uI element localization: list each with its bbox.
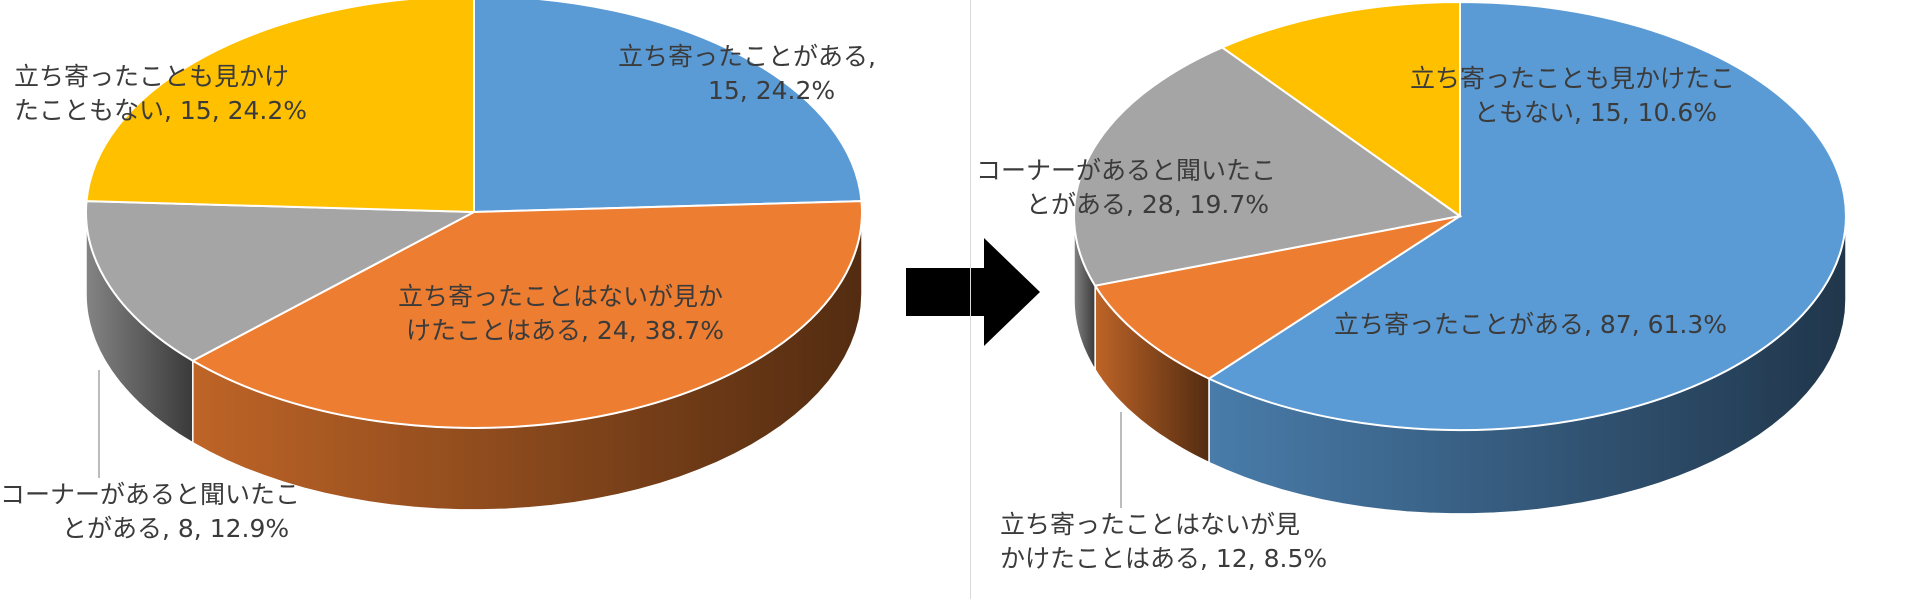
pie2-slice-top-1	[1093, 215, 1461, 380]
left-label-seen-line1: 立ち寄ったことはないが見か	[398, 282, 724, 311]
right-label-never-line2: ともない, 15, 10.6%	[1474, 98, 1718, 127]
left-label-seen-line2: けたことはある, 24, 38.7%	[406, 316, 725, 345]
right-label-heard-line2: とがある, 28, 19.7%	[1026, 190, 1270, 219]
left-label-never: 立ち寄ったことも見かけ たこともない, 15, 24.2%	[14, 60, 307, 128]
left-label-heard-line2: とがある, 8, 12.9%	[62, 514, 290, 543]
right-label-heard: コーナーがあると聞いたこ とがある, 28, 19.7%	[976, 154, 1276, 222]
pie1-slice-top-0	[473, 0, 863, 214]
right-label-seen-not-stopped: 立ち寄ったことはないが見 かけたことはある, 12, 8.5%	[1000, 508, 1327, 576]
left-label-stopped-by-line2: 15, 24.2%	[708, 76, 836, 105]
right-arrow-icon	[906, 238, 1040, 346]
left-label-stopped-by: 立ち寄ったことがある, 15, 24.2%	[618, 40, 876, 108]
right-label-seen-line1: 立ち寄ったことはないが見	[1000, 510, 1301, 539]
right-label-seen-line2: かけたことはある, 12, 8.5%	[1000, 544, 1328, 573]
pie2-slice-top-0	[1206, 0, 1847, 431]
pie1-slice-top-2	[85, 200, 478, 362]
panel-divider	[970, 0, 971, 599]
left-label-stopped-by-line1: 立ち寄ったことがある,	[618, 42, 876, 71]
left-label-seen-not-stopped: 立ち寄ったことはないが見か けたことはある, 24, 38.7%	[398, 280, 724, 348]
pie2-slice-top-2	[1073, 46, 1463, 287]
right-label-heard-line1: コーナーがあると聞いたこ	[976, 156, 1277, 185]
pie2-slice-top-3	[1220, 0, 1461, 218]
right-label-stopped-by-line1: 立ち寄ったことがある, 87, 61.3%	[1334, 310, 1728, 339]
left-label-never-line1: 立ち寄ったことも見かけ	[14, 62, 290, 91]
left-label-never-line2: たこともない, 15, 24.2%	[14, 96, 308, 125]
left-label-heard-line1: コーナーがあると聞いたこ	[0, 480, 301, 509]
right-label-never-line1: 立ち寄ったことも見かけたこ	[1410, 64, 1736, 93]
right-label-stopped-by: 立ち寄ったことがある, 87, 61.3%	[1334, 308, 1727, 342]
right-label-never: 立ち寄ったことも見かけたこ ともない, 15, 10.6%	[1410, 62, 1735, 130]
pie1-slice-top-3	[85, 0, 475, 214]
pie1-slice-top-1	[190, 200, 863, 429]
left-label-heard: コーナーがあると聞いたこ とがある, 8, 12.9%	[0, 478, 300, 546]
